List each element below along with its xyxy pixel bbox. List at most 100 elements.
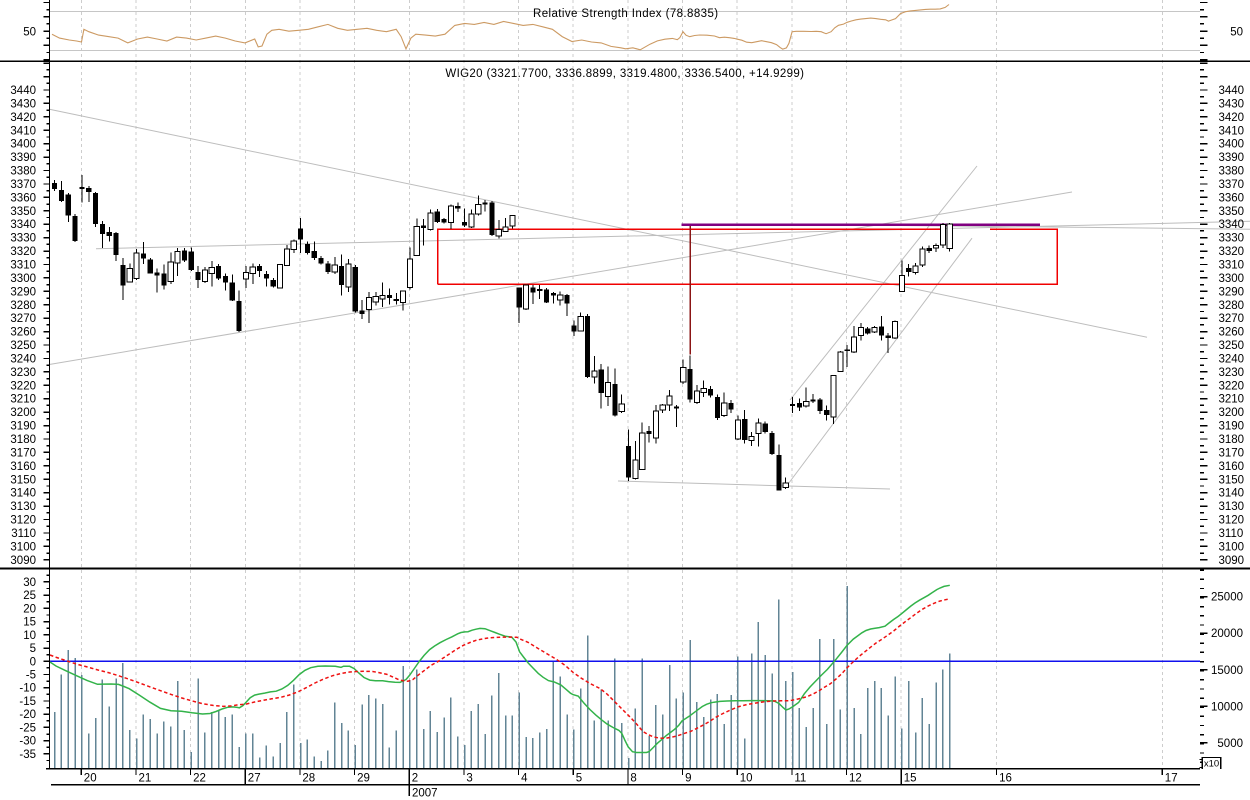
svg-text:3400: 3400 xyxy=(10,139,36,151)
svg-text:-5: -5 xyxy=(26,670,36,682)
svg-text:3390: 3390 xyxy=(1219,152,1245,164)
svg-text:10: 10 xyxy=(23,630,36,642)
svg-text:3090: 3090 xyxy=(10,555,36,567)
svg-text:15: 15 xyxy=(23,617,36,629)
svg-text:-35: -35 xyxy=(19,749,36,761)
svg-text:3340: 3340 xyxy=(10,219,36,231)
svg-text:9: 9 xyxy=(685,773,691,785)
svg-text:15: 15 xyxy=(904,773,917,785)
svg-text:3350: 3350 xyxy=(1219,206,1245,218)
svg-text:3110: 3110 xyxy=(11,528,36,540)
svg-text:-15: -15 xyxy=(19,696,36,708)
svg-text:3140: 3140 xyxy=(10,488,36,500)
svg-text:x10: x10 xyxy=(1204,758,1219,769)
svg-text:50: 50 xyxy=(1230,27,1243,39)
svg-text:10000: 10000 xyxy=(1211,701,1243,713)
svg-text:3090: 3090 xyxy=(1219,555,1245,567)
svg-text:3390: 3390 xyxy=(10,152,36,164)
svg-text:3420: 3420 xyxy=(10,112,36,124)
svg-text:3300: 3300 xyxy=(1219,273,1245,285)
svg-text:3330: 3330 xyxy=(1219,233,1245,245)
svg-text:3430: 3430 xyxy=(1219,98,1245,110)
svg-text:3250: 3250 xyxy=(1219,340,1245,352)
svg-text:25: 25 xyxy=(23,590,36,602)
svg-text:3220: 3220 xyxy=(10,380,36,392)
svg-text:3210: 3210 xyxy=(1219,394,1245,406)
svg-text:-25: -25 xyxy=(19,722,36,734)
svg-text:3230: 3230 xyxy=(1219,367,1245,379)
svg-text:3360: 3360 xyxy=(1219,192,1245,204)
svg-text:3120: 3120 xyxy=(10,515,36,527)
svg-text:30: 30 xyxy=(23,577,36,589)
svg-text:3120: 3120 xyxy=(1219,515,1245,527)
svg-text:3360: 3360 xyxy=(10,192,36,204)
svg-text:3150: 3150 xyxy=(10,474,36,486)
svg-text:3210: 3210 xyxy=(10,394,36,406)
svg-text:0: 0 xyxy=(30,656,36,668)
svg-text:3110: 3110 xyxy=(1219,528,1244,540)
svg-text:3430: 3430 xyxy=(10,98,36,110)
svg-text:3240: 3240 xyxy=(10,354,36,366)
svg-text:3220: 3220 xyxy=(1219,380,1245,392)
svg-text:3370: 3370 xyxy=(1219,179,1245,191)
svg-text:20: 20 xyxy=(23,603,36,615)
svg-text:3370: 3370 xyxy=(10,179,36,191)
svg-text:5: 5 xyxy=(30,643,36,655)
svg-text:3410: 3410 xyxy=(1219,125,1245,137)
svg-text:3130: 3130 xyxy=(10,501,36,513)
svg-text:3330: 3330 xyxy=(10,233,36,245)
svg-text:3200: 3200 xyxy=(10,407,36,419)
svg-text:3320: 3320 xyxy=(1219,246,1245,258)
svg-text:3170: 3170 xyxy=(10,447,36,459)
svg-text:3240: 3240 xyxy=(1219,354,1245,366)
svg-text:22: 22 xyxy=(193,773,206,785)
svg-text:3380: 3380 xyxy=(10,166,36,178)
svg-text:3290: 3290 xyxy=(10,286,36,298)
svg-text:3300: 3300 xyxy=(10,273,36,285)
svg-text:29: 29 xyxy=(357,773,370,785)
svg-text:WIG20 (3321.7700, 3336.8899, 3: WIG20 (3321.7700, 3336.8899, 3319.4800, … xyxy=(445,68,804,80)
svg-text:3280: 3280 xyxy=(10,300,36,312)
svg-text:3190: 3190 xyxy=(1219,421,1245,433)
svg-text:3340: 3340 xyxy=(1219,219,1245,231)
svg-text:3270: 3270 xyxy=(1219,313,1245,325)
svg-text:4: 4 xyxy=(521,773,528,785)
svg-text:2007: 2007 xyxy=(412,787,438,799)
svg-text:20: 20 xyxy=(84,773,97,785)
svg-text:21: 21 xyxy=(139,773,152,785)
svg-text:-30: -30 xyxy=(19,736,36,748)
svg-text:3160: 3160 xyxy=(1219,461,1245,473)
svg-text:3420: 3420 xyxy=(1219,112,1245,124)
svg-text:3190: 3190 xyxy=(10,421,36,433)
svg-text:5: 5 xyxy=(576,773,582,785)
svg-text:3320: 3320 xyxy=(10,246,36,258)
svg-text:3230: 3230 xyxy=(10,367,36,379)
svg-text:3310: 3310 xyxy=(1219,260,1245,272)
svg-text:3440: 3440 xyxy=(10,85,36,97)
svg-text:3380: 3380 xyxy=(1219,166,1245,178)
svg-text:3: 3 xyxy=(466,773,472,785)
svg-text:3180: 3180 xyxy=(10,434,36,446)
svg-text:3400: 3400 xyxy=(1219,139,1245,151)
svg-text:12: 12 xyxy=(849,773,862,785)
svg-text:3100: 3100 xyxy=(10,541,36,553)
svg-text:-20: -20 xyxy=(19,709,36,721)
svg-text:3170: 3170 xyxy=(1219,447,1245,459)
svg-text:3100: 3100 xyxy=(1219,541,1245,553)
svg-text:Relative Strength Index (78.88: Relative Strength Index (78.8835) xyxy=(533,8,719,20)
svg-text:25000: 25000 xyxy=(1211,592,1243,604)
svg-text:3140: 3140 xyxy=(1219,488,1245,500)
svg-text:10: 10 xyxy=(740,773,753,785)
svg-text:3200: 3200 xyxy=(1219,407,1245,419)
svg-text:3280: 3280 xyxy=(1219,300,1245,312)
svg-text:15000: 15000 xyxy=(1211,665,1243,677)
svg-text:3260: 3260 xyxy=(1219,327,1245,339)
svg-text:3250: 3250 xyxy=(10,340,36,352)
svg-text:17: 17 xyxy=(1165,773,1178,785)
svg-text:3150: 3150 xyxy=(1219,474,1245,486)
svg-text:3180: 3180 xyxy=(1219,434,1245,446)
svg-text:3290: 3290 xyxy=(1219,286,1245,298)
svg-text:3130: 3130 xyxy=(1219,501,1245,513)
svg-text:3160: 3160 xyxy=(10,461,36,473)
svg-text:50: 50 xyxy=(23,27,36,39)
